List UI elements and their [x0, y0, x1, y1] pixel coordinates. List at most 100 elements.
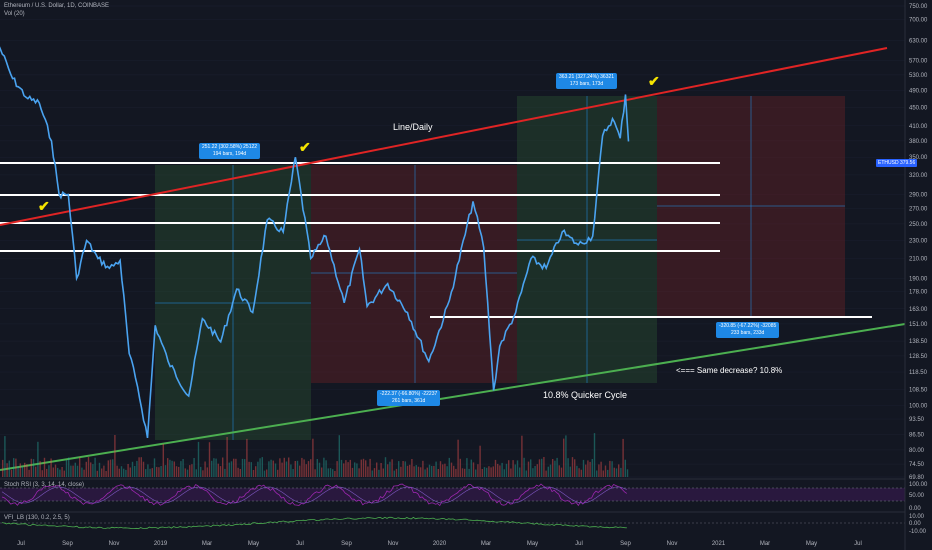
- price-tick-label: 80.00: [909, 448, 925, 454]
- volume-bar: [96, 470, 98, 477]
- volume-bar: [186, 469, 189, 477]
- time-tick-label: 2020: [433, 541, 447, 547]
- volume-bar: [118, 468, 120, 477]
- checkmark-icon: ✔: [38, 198, 50, 214]
- volume-bar: [169, 459, 171, 477]
- volume-bar: [123, 468, 125, 477]
- volume-bar: [180, 461, 182, 477]
- volume-bar: [547, 466, 549, 477]
- volume-bar: [384, 457, 387, 477]
- measure-box-line: 233 bars, 233d: [730, 330, 765, 336]
- volume-bar: [19, 463, 21, 477]
- volume-bar: [334, 471, 336, 477]
- volume-bar: [492, 466, 494, 477]
- volume-bar: [618, 464, 620, 477]
- volume-bar: [50, 458, 52, 477]
- volume-bar: [26, 464, 28, 477]
- volume-bar: [101, 468, 103, 477]
- volume-bar: [4, 436, 6, 477]
- measure-box-projection[interactable]: -320.85 (-67.22%) -32085 233 bars, 233d: [716, 322, 780, 338]
- time-tick-label: Mar: [760, 541, 770, 547]
- price-tick-label: 750.00: [909, 4, 928, 10]
- volume-bar: [503, 469, 505, 477]
- support-trendline[interactable]: [0, 323, 906, 471]
- price-series-line[interactable]: [0, 44, 630, 439]
- volume-bar: [393, 470, 395, 477]
- volume-bar: [347, 462, 349, 477]
- volume-bar: [406, 465, 409, 477]
- volume-bar: [156, 466, 158, 477]
- volume-bar: [87, 457, 90, 477]
- volume-bar: [477, 464, 479, 477]
- volume-bar: [420, 467, 422, 477]
- time-axis[interactable]: Jul Sep Nov 2019 Mar May Jul Sep Nov 2020 Mar May Ju…: [17, 541, 862, 547]
- price-tick-label: 210.00: [909, 257, 928, 263]
- volume-bar: [109, 459, 112, 477]
- volume-bar: [571, 457, 574, 477]
- time-tick-label: May: [248, 541, 259, 547]
- volume-bar: [147, 464, 149, 477]
- volume-bar: [233, 458, 235, 477]
- time-tick-label: Sep: [341, 541, 352, 547]
- volume-bar: [563, 438, 565, 477]
- measure-box-line: -222.37 (-66.80%) -22237: [380, 391, 438, 397]
- volume-bar: [362, 458, 365, 477]
- volume-bar: [398, 461, 400, 477]
- volume-bar: [252, 470, 255, 477]
- volume-bar: [294, 461, 296, 477]
- volume-bar: [116, 465, 118, 477]
- volume-bar: [114, 435, 116, 477]
- checkmark-icon: ✔: [299, 139, 311, 155]
- volume-bar: [167, 458, 169, 477]
- volume-bar: [323, 457, 325, 477]
- volume-bar: [549, 464, 552, 477]
- volume-bar: [415, 465, 417, 477]
- volume-bar: [285, 461, 288, 477]
- volume-bar: [431, 465, 433, 477]
- volume-bar: [534, 466, 536, 477]
- volume-bars: [2, 433, 629, 477]
- measure-box-fall-2019[interactable]: -222.37 (-66.80%) -22237 261 bars, 361d: [377, 390, 441, 406]
- volume-bar: [439, 461, 442, 477]
- volume-bar: [336, 461, 338, 477]
- volume-bar: [288, 457, 290, 477]
- volume-bar: [486, 467, 488, 477]
- volume-bar: [497, 463, 499, 477]
- price-axis[interactable]: 750.00 700.00 630.00 570.00 530.00 490.00 450.…: [909, 4, 928, 535]
- volume-bar: [59, 469, 61, 477]
- volume-bar: [472, 462, 475, 477]
- volume-bar: [433, 465, 435, 477]
- stoch-k-line: [1, 483, 628, 507]
- volume-bar: [125, 469, 127, 477]
- volume-bar: [613, 467, 615, 477]
- price-tag-value: 379.56: [899, 160, 916, 166]
- volume-bar: [437, 469, 439, 477]
- volume-bar: [373, 468, 376, 477]
- volume-bar: [387, 464, 389, 477]
- checkmark-icon: ✔: [648, 73, 660, 89]
- volume-bar: [46, 468, 48, 477]
- volume-bar: [197, 441, 200, 477]
- volume-bar: [510, 468, 512, 477]
- volume-bar: [24, 462, 26, 477]
- volume-bar: [611, 461, 613, 477]
- volume-bar: [310, 459, 312, 477]
- volume-bar: [266, 469, 268, 477]
- resistance-trendline[interactable]: [0, 47, 888, 226]
- measure-box-rise-2019[interactable]: 251.22 (302.58%) 25122 194 bars, 194d: [199, 143, 261, 159]
- volume-bar: [422, 460, 424, 477]
- volume-bar: [593, 433, 596, 477]
- volume-bar: [83, 469, 85, 477]
- measure-box-line: 261 bars, 361d: [391, 398, 426, 404]
- current-price-tag[interactable]: ETHUSD 379.56: [876, 159, 918, 167]
- volume-bar: [508, 460, 510, 477]
- measure-box-rise-2020[interactable]: 363.21 (327.24%) 36321 173 bars, 173d: [556, 73, 618, 89]
- volume-bar: [488, 466, 490, 477]
- volume-bar: [74, 462, 76, 477]
- volume-bar: [446, 466, 448, 477]
- stoch-tick-label: 0.00: [909, 506, 921, 512]
- volume-bar: [576, 465, 578, 477]
- volume-bar: [490, 467, 492, 477]
- volume-bar: [530, 459, 532, 477]
